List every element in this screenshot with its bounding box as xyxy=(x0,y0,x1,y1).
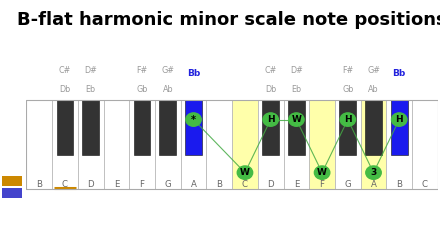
Text: Ab: Ab xyxy=(162,85,173,94)
Bar xyxy=(391,100,407,155)
Bar xyxy=(26,100,52,189)
Bar xyxy=(159,100,176,155)
Circle shape xyxy=(340,113,356,126)
Text: Db: Db xyxy=(59,85,70,94)
Text: A: A xyxy=(370,180,377,189)
Bar xyxy=(52,100,78,189)
Text: D#: D# xyxy=(84,66,97,75)
Bar xyxy=(181,100,206,189)
Text: Ab: Ab xyxy=(368,85,379,94)
Bar xyxy=(134,100,150,155)
Text: W: W xyxy=(317,168,327,177)
Bar xyxy=(82,100,99,155)
Bar xyxy=(185,100,202,155)
Text: Eb: Eb xyxy=(291,85,301,94)
Text: H: H xyxy=(396,115,403,124)
Bar xyxy=(288,100,305,155)
Text: B: B xyxy=(216,180,222,189)
Text: C#: C# xyxy=(59,66,71,75)
Text: H: H xyxy=(267,115,275,124)
Text: F: F xyxy=(139,180,145,189)
Text: E: E xyxy=(293,180,299,189)
Bar xyxy=(57,100,73,155)
Bar xyxy=(309,100,335,189)
Text: A: A xyxy=(191,180,197,189)
Text: G#: G# xyxy=(367,66,380,75)
Text: G: G xyxy=(345,180,351,189)
Bar xyxy=(412,100,438,189)
Text: B-flat harmonic minor scale note positions: B-flat harmonic minor scale note positio… xyxy=(17,11,440,29)
Bar xyxy=(262,100,279,155)
Text: B: B xyxy=(396,180,402,189)
Text: D#: D# xyxy=(290,66,303,75)
Text: basicmusictheory.com: basicmusictheory.com xyxy=(10,74,15,142)
Text: H: H xyxy=(344,115,352,124)
Bar xyxy=(3,188,22,198)
Bar xyxy=(283,100,309,189)
Text: D: D xyxy=(268,180,274,189)
Circle shape xyxy=(237,166,253,179)
Bar xyxy=(365,100,382,155)
Text: Gb: Gb xyxy=(342,85,353,94)
Bar xyxy=(386,100,412,189)
Bar xyxy=(78,100,103,189)
Circle shape xyxy=(366,166,381,179)
Bar xyxy=(3,176,22,186)
Circle shape xyxy=(263,113,279,126)
Text: Eb: Eb xyxy=(86,85,96,94)
Text: F#: F# xyxy=(342,66,353,75)
Bar xyxy=(361,100,386,189)
Text: B: B xyxy=(36,180,42,189)
Text: C#: C# xyxy=(264,66,277,75)
Bar xyxy=(206,100,232,189)
Circle shape xyxy=(289,113,304,126)
Bar xyxy=(339,100,356,155)
Circle shape xyxy=(186,113,201,126)
Text: D: D xyxy=(88,180,94,189)
Text: 3: 3 xyxy=(370,168,377,177)
Text: G: G xyxy=(165,180,171,189)
Text: E: E xyxy=(114,180,119,189)
Text: F: F xyxy=(319,180,325,189)
Text: Db: Db xyxy=(265,85,276,94)
Bar xyxy=(26,100,438,189)
Text: Gb: Gb xyxy=(136,85,148,94)
Bar xyxy=(103,100,129,189)
Bar xyxy=(129,100,155,189)
Bar xyxy=(232,100,258,189)
Text: W: W xyxy=(291,115,301,124)
Text: C: C xyxy=(62,180,68,189)
Text: F#: F# xyxy=(136,66,148,75)
Text: Bb: Bb xyxy=(187,69,200,78)
Bar xyxy=(258,100,283,189)
Text: W: W xyxy=(240,168,250,177)
Bar xyxy=(335,100,361,189)
Bar xyxy=(155,100,181,189)
Text: C: C xyxy=(242,180,248,189)
Circle shape xyxy=(392,113,407,126)
Text: Bb: Bb xyxy=(392,69,406,78)
Text: C: C xyxy=(422,180,428,189)
Text: *: * xyxy=(191,115,196,125)
Circle shape xyxy=(315,166,330,179)
Text: G#: G# xyxy=(161,66,174,75)
